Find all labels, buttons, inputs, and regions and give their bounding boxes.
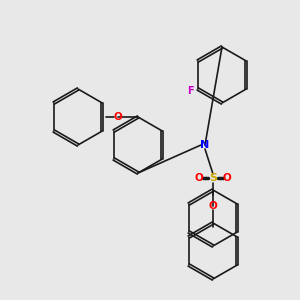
- Text: N: N: [200, 140, 210, 150]
- Text: F: F: [188, 86, 194, 96]
- Text: O: O: [208, 201, 217, 211]
- Text: O: O: [223, 173, 231, 183]
- Text: O: O: [114, 112, 122, 122]
- Text: O: O: [195, 173, 203, 183]
- Text: S: S: [209, 173, 217, 183]
